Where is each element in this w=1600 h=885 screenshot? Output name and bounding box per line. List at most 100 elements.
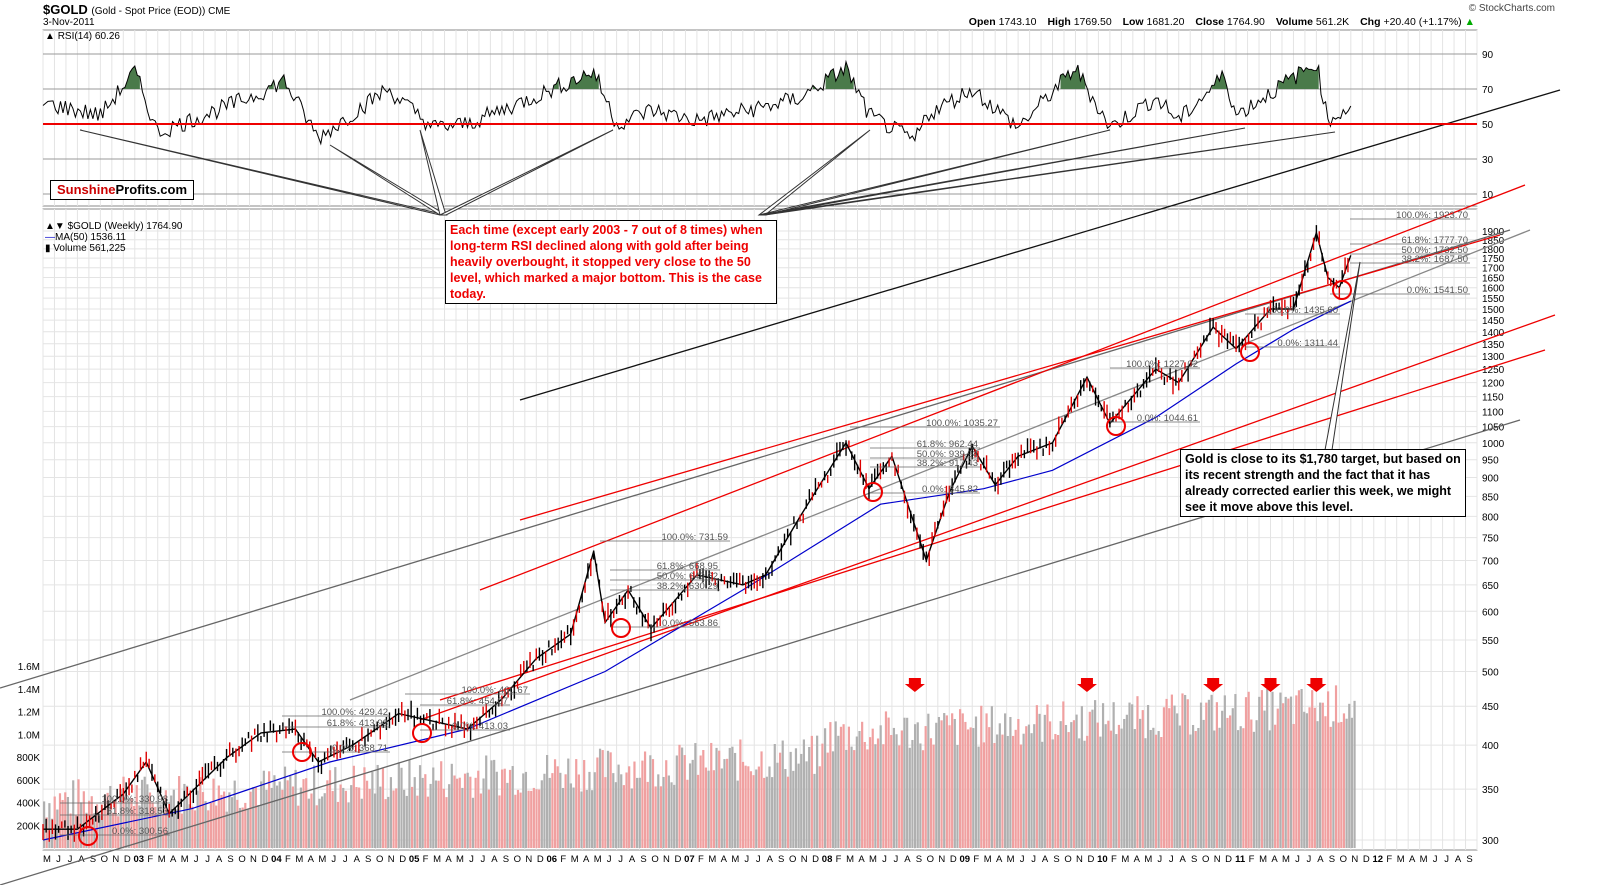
volume-bar <box>757 766 760 848</box>
x-tick-label: F <box>285 854 291 865</box>
volume-bar <box>906 717 909 848</box>
volume-bar <box>1236 730 1240 848</box>
volume-bar <box>1287 698 1290 848</box>
volume-bar <box>225 811 228 848</box>
volume-bar <box>670 782 673 848</box>
volume-bar <box>164 790 167 848</box>
volume-bar <box>336 801 340 848</box>
x-tick-label: F <box>147 854 153 865</box>
volume-bar <box>1202 719 1205 848</box>
x-tick-label: 03 <box>133 854 144 865</box>
x-tick-label: D <box>399 854 406 865</box>
volume-bar <box>829 722 832 848</box>
logo-part-2: Profits.com <box>115 182 188 197</box>
volume-bar <box>816 735 819 848</box>
volume-bar <box>291 786 295 848</box>
volume-bar <box>400 767 403 848</box>
volume-bar <box>212 778 215 848</box>
x-tick-label: M <box>571 854 579 865</box>
volume-bar <box>1072 720 1076 848</box>
volume-bar <box>1218 727 1221 848</box>
x-tick-label: J <box>1295 854 1300 865</box>
volume-bar <box>273 775 276 848</box>
volume-bar <box>143 776 146 848</box>
volume-bar <box>109 785 112 848</box>
price-tick-label: 1900 <box>1482 227 1505 238</box>
x-tick-label: M <box>433 854 441 865</box>
fib-level-label: 100.0%: 731.59 <box>661 532 728 543</box>
volume-bar <box>988 727 991 848</box>
volume-bar <box>1006 735 1009 848</box>
x-tick-label: A <box>170 854 177 865</box>
volume-bar <box>246 809 250 848</box>
rsi-series <box>42 59 1352 146</box>
volume-bar <box>1067 732 1070 848</box>
price-tick-label: 1850 <box>1482 236 1505 247</box>
volume-bar <box>1038 713 1041 848</box>
volume-bar <box>564 774 567 848</box>
volume-bar <box>641 760 644 848</box>
annotation-pointer <box>758 131 1336 216</box>
volume-bar <box>289 775 292 848</box>
volume-bar <box>199 777 202 848</box>
volume-bar <box>64 792 67 848</box>
volume-bar <box>140 779 144 848</box>
x-tick-label: M <box>158 854 166 865</box>
volume-bar <box>1313 707 1316 848</box>
volume-bar <box>432 767 435 848</box>
volume-bar <box>1334 685 1338 848</box>
volume-bar <box>808 746 811 848</box>
volume-bar <box>1184 694 1187 848</box>
volume-bar <box>413 777 416 848</box>
rsi-overbought-fill <box>278 74 289 89</box>
volume-bar <box>244 802 247 848</box>
legend-price-text: $GOLD (Weekly) 1764.90 <box>67 221 183 232</box>
volume-bar <box>741 761 745 848</box>
legend-volume: ▮ Volume 561,225 <box>45 243 126 254</box>
volume-bar <box>855 736 858 848</box>
volume-bar <box>172 789 175 848</box>
volume-bar <box>794 748 798 848</box>
volume-bar <box>929 738 933 848</box>
volume-bar <box>1078 738 1081 848</box>
x-tick-label: A <box>445 854 452 865</box>
x-tick-label: F <box>1386 854 1392 865</box>
volume-bar <box>1348 703 1351 848</box>
price-tick-label: 1700 <box>1482 264 1505 275</box>
fib-level-label: 100.0%: 1227.02 <box>1126 359 1198 370</box>
x-tick-label: J <box>756 854 761 865</box>
volume-bar <box>416 795 419 848</box>
volume-bar <box>106 792 109 848</box>
volume-bar <box>466 772 469 848</box>
x-tick-label: J <box>1169 854 1174 865</box>
x-tick-label: M <box>731 854 739 865</box>
volume-bar <box>360 798 363 848</box>
volume-bar <box>969 727 972 848</box>
volume-bar <box>726 758 729 848</box>
fib-level-label: 0.0%: 300.56 <box>112 826 168 837</box>
fib-level-label: 61.8%: 318.53 <box>107 806 168 817</box>
volume-bar <box>1300 689 1303 848</box>
volume-bar <box>1141 710 1144 848</box>
volume-bar <box>133 805 136 848</box>
fib-level-label: 0.0%: 1541.50 <box>1407 285 1468 296</box>
volume-bar <box>1342 713 1346 848</box>
volume-bar <box>792 770 795 848</box>
x-tick-label: 04 <box>271 854 282 865</box>
volume-bar <box>1181 693 1184 848</box>
x-tick-label: O <box>1064 854 1071 865</box>
x-tick-label: N <box>1214 854 1221 865</box>
volume-bar <box>530 790 533 848</box>
price-tick-label: 350 <box>1482 785 1499 796</box>
volume-bar <box>673 784 676 848</box>
x-tick-label: F <box>560 854 566 865</box>
volume-bar <box>831 751 835 848</box>
volume-bar <box>156 786 160 848</box>
volume-bar <box>1025 726 1028 848</box>
volume-bar <box>868 737 872 848</box>
x-tick-label: J <box>481 854 486 865</box>
volume-bar <box>241 807 244 848</box>
x-tick-label: F <box>1249 854 1255 865</box>
volume-bar <box>765 776 768 848</box>
volume-bar <box>191 806 194 848</box>
